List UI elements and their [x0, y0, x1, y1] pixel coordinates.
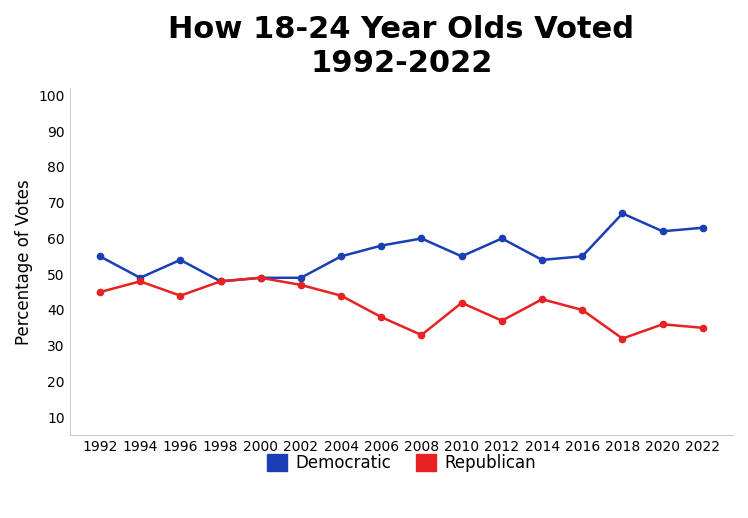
Y-axis label: Percentage of Votes: Percentage of Votes — [15, 179, 33, 344]
Legend: Democratic, Republican: Democratic, Republican — [260, 448, 542, 479]
Title: How 18-24 Year Olds Voted
1992-2022: How 18-24 Year Olds Voted 1992-2022 — [168, 15, 634, 78]
